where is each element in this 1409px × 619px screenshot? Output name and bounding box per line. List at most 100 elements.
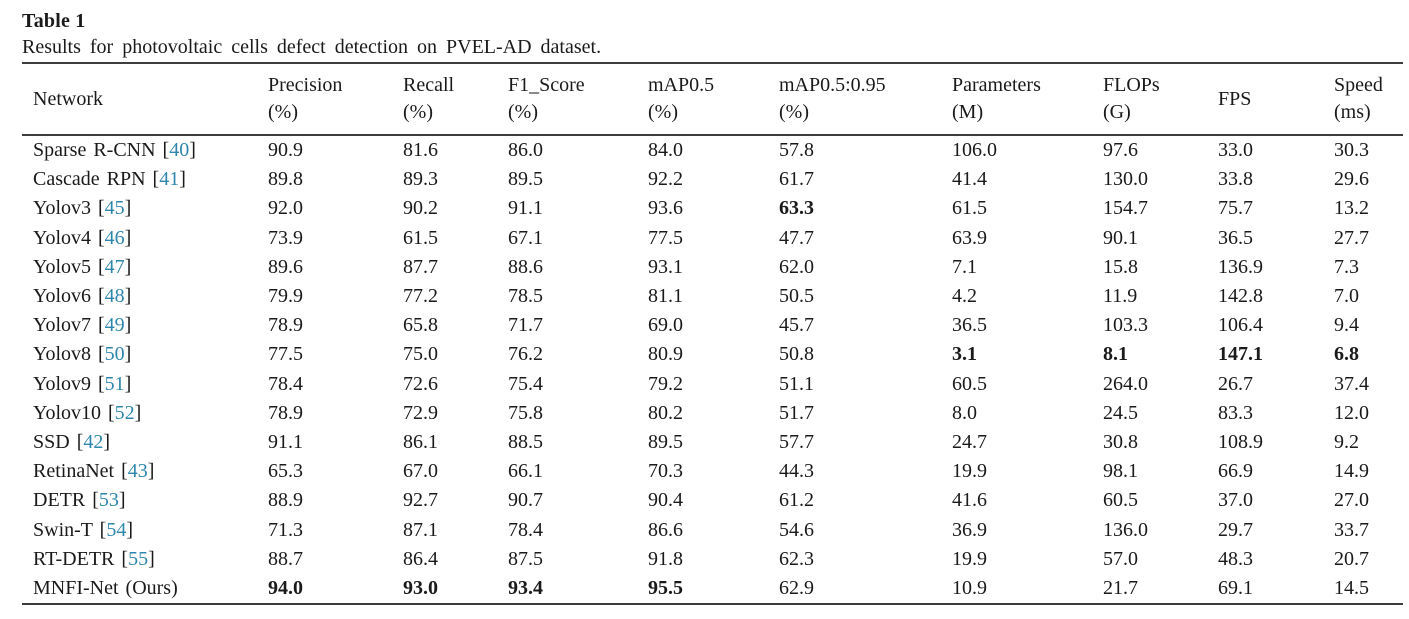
value-cell: 51.1 (779, 372, 814, 395)
table-row: Yolov4 [46] 73.9 61.5 67.1 77.5 47.7 63.9 90.1 3… (22, 224, 1403, 253)
value-cell: 89.6 (268, 255, 303, 278)
citation-link[interactable]: 43 (127, 460, 148, 483)
network-name-cell: Yolov10 [52] (33, 401, 142, 424)
citation-link[interactable]: 50 (104, 343, 125, 366)
value-cell: 88.7 (268, 547, 303, 570)
citation-link[interactable]: 46 (104, 226, 125, 249)
value-cell: 61.7 (779, 168, 814, 191)
value-cell: 80.9 (648, 343, 683, 366)
value-cell: 67.1 (508, 226, 543, 249)
value-cell: 27.7 (1334, 226, 1369, 249)
value-cell: 65.8 (403, 314, 438, 337)
citation-link[interactable]: 51 (104, 372, 125, 395)
value-cell: 36.5 (1218, 226, 1253, 249)
value-cell: 33.0 (1218, 139, 1253, 161)
citation-link[interactable]: 53 (98, 489, 119, 512)
value-cell: 21.7 (1103, 577, 1138, 600)
table-row: Yolov8 [50] 77.5 75.0 76.2 80.9 50.8 3.1 8.1 147… (22, 340, 1403, 369)
network-name-cell: DETR [53] (33, 489, 126, 512)
value-cell: 19.9 (952, 460, 987, 483)
value-cell: 97.6 (1103, 139, 1138, 161)
value-cell: 78.4 (268, 372, 303, 395)
network-name-cell: Yolov3 [45] (33, 197, 132, 220)
col-header-parameters: Parameters (M) (952, 74, 1041, 123)
network-name-cell: RetinaNet [43] (33, 460, 155, 483)
value-cell: 81.6 (403, 139, 438, 161)
value-cell: 73.9 (268, 226, 303, 249)
table-row: RT-DETR [55] 88.7 86.4 87.5 91.8 62.3 19.9 57.0… (22, 545, 1403, 574)
table-row: RetinaNet [43] 65.3 67.0 66.1 70.3 44.3 19.9 98… (22, 457, 1403, 486)
value-cell: 47.7 (779, 226, 814, 249)
value-cell: 66.9 (1218, 460, 1253, 483)
value-cell: 8.0 (952, 401, 977, 424)
value-cell: 103.3 (1103, 314, 1148, 337)
value-cell: 75.4 (508, 372, 543, 395)
value-cell: 62.3 (779, 547, 814, 570)
value-cell: 19.9 (952, 547, 987, 570)
value-cell: 80.2 (648, 401, 683, 424)
col-header-flops: FLOPs (G) (1103, 74, 1160, 123)
network-name-cell: RT-DETR [55] (33, 547, 155, 570)
value-cell: 89.5 (508, 168, 543, 191)
value-cell: 87.7 (403, 255, 438, 278)
value-cell: 41.4 (952, 168, 987, 191)
value-cell: 63.9 (952, 226, 987, 249)
table-row: DETR [53] 88.9 92.7 90.7 90.4 61.2 41.6 60.5 37.… (22, 486, 1403, 515)
network-name-cell: Yolov9 [51] (33, 372, 132, 395)
value-cell: 8.1 (1103, 343, 1128, 366)
value-cell: 78.5 (508, 285, 543, 308)
table-row: Sparse R-CNN [40] 90.9 81.6 86.0 84.0 57.8 106… (22, 135, 1403, 165)
value-cell: 81.1 (648, 285, 683, 308)
value-cell: 93.4 (508, 577, 543, 600)
value-cell: 30.8 (1103, 431, 1138, 454)
value-cell: 154.7 (1103, 197, 1148, 220)
value-cell: 60.5 (1103, 489, 1138, 512)
value-cell: 72.6 (403, 372, 438, 395)
citation-link[interactable]: 45 (104, 197, 125, 220)
value-cell: 57.8 (779, 139, 814, 161)
citation-link[interactable]: 40 (169, 139, 190, 161)
value-cell: 94.0 (268, 577, 303, 600)
citation-link[interactable]: 41 (159, 168, 180, 191)
value-cell: 89.8 (268, 168, 303, 191)
value-cell: 9.2 (1334, 431, 1359, 454)
value-cell: 33.8 (1218, 168, 1253, 191)
table-row: Yolov10 [52] 78.9 72.9 75.8 80.2 51.7 8.0 24.5 8… (22, 399, 1403, 428)
citation-link[interactable]: 55 (128, 547, 149, 570)
citation-link[interactable]: 54 (106, 518, 127, 541)
header-row: Network Precision (%) Recall (%) F1_Scor… (22, 63, 1403, 135)
value-cell: 7.1 (952, 255, 977, 278)
value-cell: 57.0 (1103, 547, 1138, 570)
citation-link[interactable]: 52 (114, 401, 135, 424)
value-cell: 62.9 (779, 577, 814, 600)
value-cell: 86.1 (403, 431, 438, 454)
value-cell: 65.3 (268, 460, 303, 483)
value-cell: 136.9 (1218, 255, 1263, 278)
network-name-cell: Sparse R-CNN [40] (33, 139, 196, 161)
network-name-cell: SSD [42] (33, 431, 111, 454)
value-cell: 86.0 (508, 139, 543, 161)
citation-link[interactable]: 49 (104, 314, 125, 337)
value-cell: 264.0 (1103, 372, 1148, 395)
value-cell: 78.9 (268, 401, 303, 424)
value-cell: 60.5 (952, 372, 987, 395)
results-table-body: Sparse R-CNN [40] 90.9 81.6 86.0 84.0 57.8 106… (22, 135, 1403, 604)
citation-link[interactable]: 42 (83, 431, 104, 454)
value-cell: 36.5 (952, 314, 987, 337)
network-name-cell: Yolov6 [48] (33, 285, 132, 308)
value-cell: 7.0 (1334, 285, 1359, 308)
value-cell: 93.1 (648, 255, 683, 278)
value-cell: 33.7 (1334, 518, 1369, 541)
value-cell: 69.1 (1218, 577, 1253, 600)
table-row: Cascade RPN [41] 89.8 89.3 89.5 92.2 61.7 41.4… (22, 165, 1403, 194)
value-cell: 76.2 (508, 343, 543, 366)
value-cell: 72.9 (403, 401, 438, 424)
value-cell: 48.3 (1218, 547, 1253, 570)
citation-link[interactable]: 47 (104, 255, 125, 278)
value-cell: 37.4 (1334, 372, 1369, 395)
citation-link[interactable]: 48 (104, 285, 125, 308)
value-cell: 44.3 (779, 460, 814, 483)
col-header-speed: Speed (ms) (1334, 74, 1383, 123)
col-header-f1-score: F1_Score (%) (508, 74, 585, 123)
table-row: Swin-T [54] 71.3 87.1 78.4 86.6 54.6 36.9 136.0… (22, 516, 1403, 545)
